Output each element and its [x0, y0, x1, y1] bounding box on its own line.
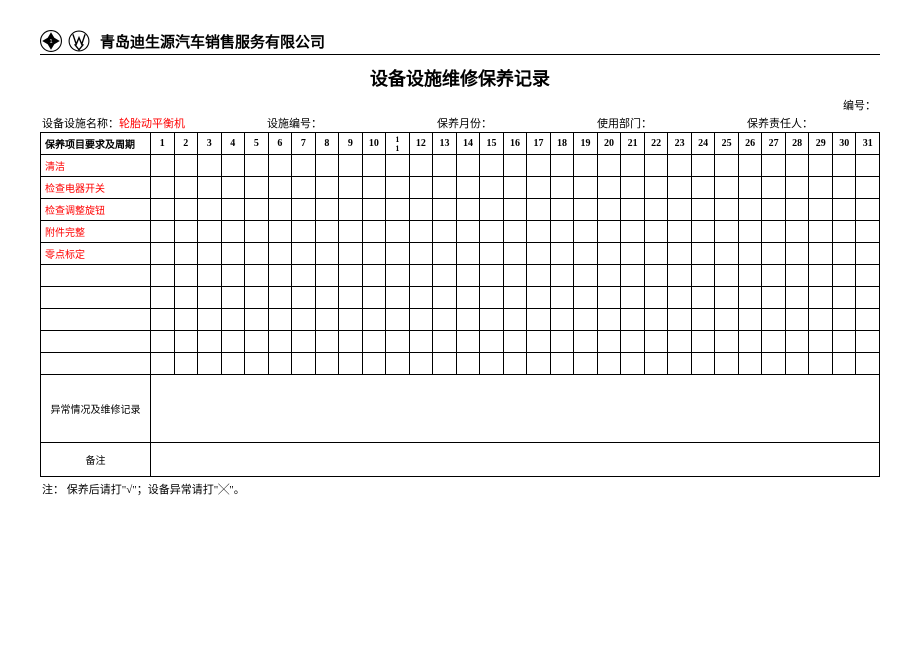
empty-row [41, 331, 880, 353]
day-header: 5 [245, 133, 269, 155]
day-header: 17 [527, 133, 551, 155]
day-header: 23 [668, 133, 692, 155]
day-header: 15 [480, 133, 504, 155]
day-header: 6 [268, 133, 292, 155]
day-header: 29 [809, 133, 833, 155]
day-header: 31 [856, 133, 880, 155]
day-header: 21 [621, 133, 645, 155]
doc-number-label: 编号： [40, 97, 880, 113]
day-header: 25 [715, 133, 739, 155]
day-header: 13 [433, 133, 457, 155]
header-divider [40, 54, 880, 55]
table-header-row: 保养项目要求及周期 1 2 3 4 5 6 7 8 9 10 11 12 13 … [41, 133, 880, 155]
item-label: 零点标定 [41, 243, 151, 265]
day-header: 8 [315, 133, 339, 155]
faw-logo-icon: 1 [40, 30, 62, 52]
day-header: 7 [292, 133, 316, 155]
svg-text:1: 1 [49, 39, 52, 45]
vw-logo-icon [68, 30, 90, 52]
day-header: 20 [597, 133, 621, 155]
meta-row: 设备设施名称： 轮胎动平衡机 设施编号： 保养月份： 使用部门： 保养责任人： [40, 115, 880, 131]
meta-code-label: 设施编号： [267, 115, 322, 131]
day-header: 9 [339, 133, 363, 155]
abnormal-cell [151, 375, 880, 443]
abnormal-label: 异常情况及维修记录 [41, 375, 151, 443]
meta-dept-label: 使用部门： [597, 115, 652, 131]
remark-label: 备注 [41, 443, 151, 477]
day-header: 14 [456, 133, 480, 155]
day-header: 1 [151, 133, 175, 155]
empty-row [41, 309, 880, 331]
item-label: 检查电器开关 [41, 177, 151, 199]
meta-name-label: 设备设施名称： [42, 115, 119, 131]
day-header: 18 [550, 133, 574, 155]
item-row: 清洁 [41, 155, 880, 177]
meta-person-label: 保养责任人： [747, 115, 813, 131]
footnote: 注： 保养后请打"√"；设备异常请打"╳"。 [40, 481, 880, 497]
day-header: 26 [738, 133, 762, 155]
page-title: 设备设施维修保养记录 [40, 65, 880, 91]
maintenance-table: 保养项目要求及周期 1 2 3 4 5 6 7 8 9 10 11 12 13 … [40, 132, 880, 477]
remark-row: 备注 [41, 443, 880, 477]
page-header: 1 青岛迪生源汽车销售服务有限公司 [40, 30, 880, 52]
day-header: 24 [691, 133, 715, 155]
meta-month-label: 保养月份： [437, 115, 492, 131]
day-header: 11 [386, 133, 410, 155]
day-header: 10 [362, 133, 386, 155]
day-header: 27 [762, 133, 786, 155]
meta-name-value: 轮胎动平衡机 [119, 115, 185, 131]
item-label: 检查调整旋钮 [41, 199, 151, 221]
empty-row [41, 353, 880, 375]
abnormal-row: 异常情况及维修记录 [41, 375, 880, 443]
company-name: 青岛迪生源汽车销售服务有限公司 [100, 31, 325, 52]
day-header: 28 [785, 133, 809, 155]
day-header: 4 [221, 133, 245, 155]
day-header: 19 [574, 133, 598, 155]
header-first-col: 保养项目要求及周期 [41, 133, 151, 155]
day-header: 2 [174, 133, 198, 155]
item-row: 零点标定 [41, 243, 880, 265]
day-header: 3 [198, 133, 222, 155]
day-header: 12 [409, 133, 433, 155]
item-row: 附件完整 [41, 221, 880, 243]
empty-row [41, 265, 880, 287]
remark-cell [151, 443, 880, 477]
day-header: 22 [644, 133, 668, 155]
item-row: 检查电器开关 [41, 177, 880, 199]
item-label: 附件完整 [41, 221, 151, 243]
item-label: 清洁 [41, 155, 151, 177]
empty-row [41, 287, 880, 309]
item-row: 检查调整旋钮 [41, 199, 880, 221]
day-header: 16 [503, 133, 527, 155]
day-header: 30 [832, 133, 856, 155]
